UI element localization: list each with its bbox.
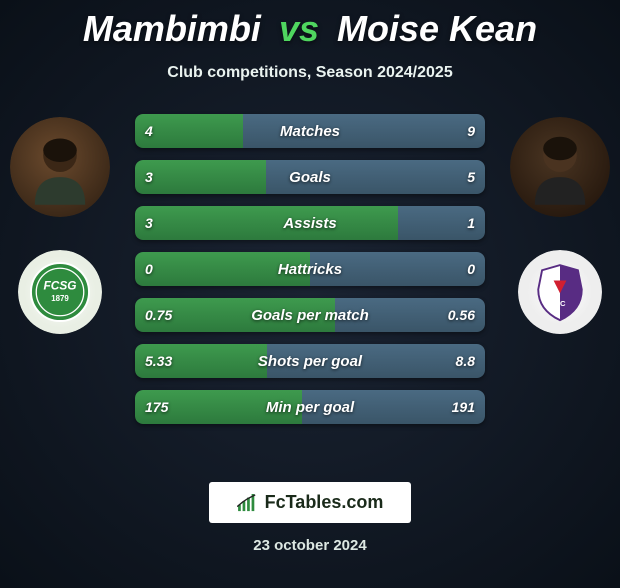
- brand-row: FcTables.com: [0, 482, 620, 523]
- stat-left-value: 5.33: [135, 344, 182, 378]
- player1-club-badge: FCSG 1879: [18, 250, 102, 334]
- stat-row: 5.338.8Shots per goal: [135, 344, 485, 378]
- stat-right-value: 9: [457, 114, 485, 148]
- stat-row: 175191Min per goal: [135, 390, 485, 424]
- brand-box[interactable]: FcTables.com: [209, 482, 412, 523]
- stat-bar-left: [135, 206, 398, 240]
- date-label: 23 october 2024: [0, 537, 620, 554]
- stat-left-value: 3: [135, 160, 163, 194]
- stat-row: 00Hattricks: [135, 252, 485, 286]
- stat-right-value: 0.56: [438, 298, 485, 332]
- svg-text:1879: 1879: [51, 294, 69, 303]
- title-player1: Mambimbi: [83, 8, 261, 49]
- stat-bars: 49Matches35Goals31Assists00Hattricks0.75…: [135, 102, 485, 436]
- svg-text:FCSG: FCSG: [44, 278, 77, 292]
- player1-avatar: [10, 117, 110, 217]
- player2-avatar: [510, 117, 610, 217]
- stat-row: 31Assists: [135, 206, 485, 240]
- stat-left-value: 0.75: [135, 298, 182, 332]
- stat-left-value: 3: [135, 206, 163, 240]
- stat-bar-right: [243, 114, 485, 148]
- stat-right-value: 8.8: [446, 344, 485, 378]
- stat-right-value: 1: [457, 206, 485, 240]
- club-badge-icon: AC: [528, 260, 592, 324]
- club-badge-icon: FCSG 1879: [27, 259, 93, 325]
- brand-label: FcTables.com: [265, 492, 384, 513]
- stat-right-value: 5: [457, 160, 485, 194]
- title-vs: vs: [271, 8, 327, 49]
- player2-club-badge: AC: [518, 250, 602, 334]
- person-icon: [518, 125, 602, 209]
- stat-row: 49Matches: [135, 114, 485, 148]
- title-player2: Moise Kean: [337, 8, 537, 49]
- stat-bar-right: [266, 160, 485, 194]
- stat-right-value: 0: [457, 252, 485, 286]
- stat-row: 35Goals: [135, 160, 485, 194]
- person-icon: [18, 125, 102, 209]
- stat-left-value: 0: [135, 252, 163, 286]
- page-title: Mambimbi vs Moise Kean: [0, 8, 620, 50]
- subtitle: Club competitions, Season 2024/2025: [0, 64, 620, 82]
- chart-icon: [237, 494, 259, 512]
- stat-right-value: 191: [442, 390, 485, 424]
- stat-left-value: 4: [135, 114, 163, 148]
- svg-text:AC: AC: [554, 299, 566, 308]
- comparison-stage: FCSG 1879 AC 49Matches35Goals31Assists00…: [0, 102, 620, 472]
- stat-row: 0.750.56Goals per match: [135, 298, 485, 332]
- stat-left-value: 175: [135, 390, 178, 424]
